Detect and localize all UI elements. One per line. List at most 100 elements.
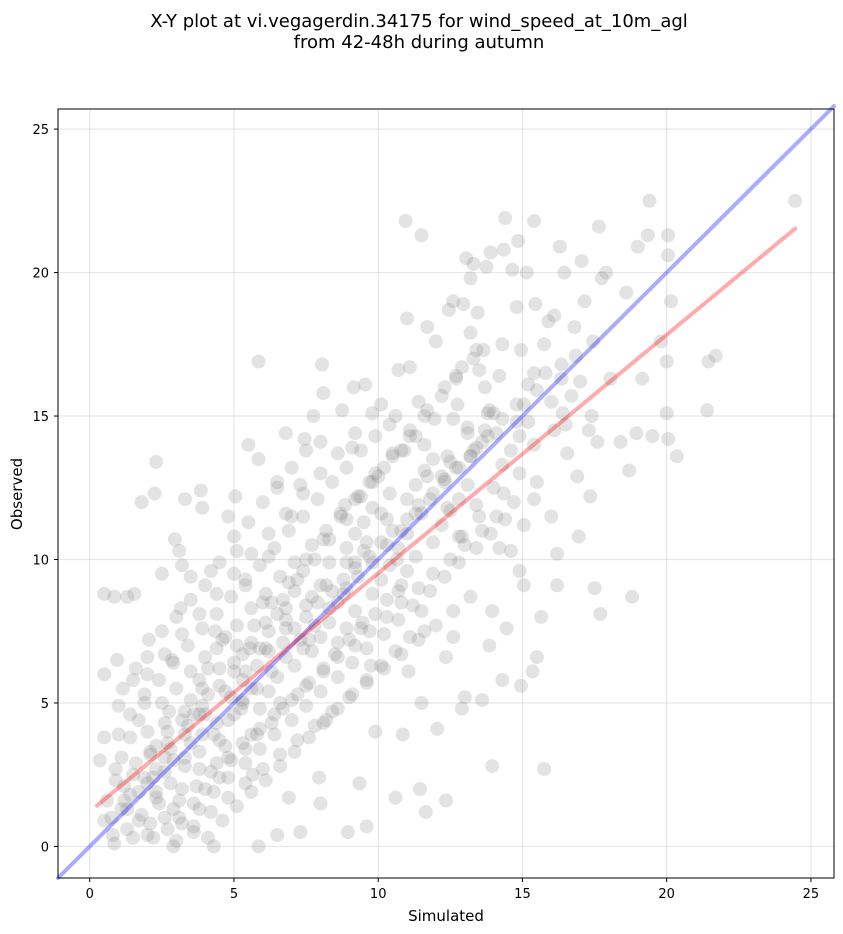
scatter-point (362, 549, 377, 564)
scatter-point (218, 684, 233, 699)
scatter-point (164, 652, 179, 667)
axis-ticks: 0 5 10 15 20 25 0 5 10 15 20 25 (32, 123, 819, 902)
scatter-point (126, 673, 140, 687)
scatter-point (401, 664, 416, 679)
scatter-point (512, 466, 527, 481)
scatter-point (377, 460, 391, 475)
scatter-point (278, 621, 293, 636)
scatter-point (356, 543, 371, 558)
scatter-point (466, 443, 481, 458)
scatter-point (183, 664, 198, 679)
scatter-point (245, 767, 260, 782)
scatter-point (659, 354, 674, 369)
scatter-point (364, 658, 378, 673)
scatter-point (394, 647, 409, 662)
x-tick-label: 0 (86, 887, 94, 902)
y-axis-label: Observed (8, 458, 26, 530)
scatter-point (276, 592, 290, 607)
scatter-point (486, 480, 501, 495)
scatter-point (115, 681, 130, 696)
scatter-point (287, 555, 302, 570)
scatter-point (131, 813, 146, 828)
scatter-point (475, 693, 490, 708)
scatter-point (342, 632, 357, 647)
scatter-point (172, 793, 187, 808)
scatter-point (218, 739, 233, 753)
scatter-point (209, 756, 224, 771)
scatter-point (374, 397, 389, 412)
scatter-point (512, 429, 527, 444)
scatter-point (365, 555, 380, 570)
scatter-point (400, 512, 415, 527)
scatter-point (192, 607, 207, 621)
scatter-point (251, 452, 266, 467)
scatter-point (312, 770, 327, 785)
scatter-point (123, 707, 138, 722)
scatter-point (516, 397, 531, 412)
scatter-point (368, 724, 383, 739)
scatter-point (394, 443, 409, 458)
scatter-point (120, 589, 135, 604)
scatter-point (198, 707, 213, 722)
scatter-point (391, 363, 406, 378)
scatter-point (192, 707, 207, 722)
scatter-point (509, 414, 524, 429)
scatter-point (359, 675, 374, 690)
scatter-point (333, 506, 348, 521)
scatter-point (175, 558, 189, 573)
scatter-point (131, 784, 146, 799)
scatter-point (252, 721, 267, 736)
scatter-point (450, 397, 465, 412)
scatter-point (511, 234, 526, 248)
scatter-point (400, 526, 415, 541)
scatter-point (227, 707, 241, 722)
scatter-point (661, 228, 676, 243)
scatter-point (495, 673, 510, 687)
scatter-point (554, 371, 569, 386)
scatter-point (92, 753, 107, 768)
scatter-point (374, 535, 389, 550)
y-tick-label: 10 (32, 553, 49, 568)
scatter-point (594, 271, 609, 286)
scatter-point (284, 509, 299, 524)
scatter-point (244, 635, 259, 650)
scatter-point (552, 239, 567, 254)
scatter-point (560, 446, 575, 461)
scatter-point (485, 604, 500, 619)
scatter-point (625, 589, 640, 604)
scatter-point (414, 604, 429, 619)
scatter-point (446, 294, 461, 309)
scatter-point (140, 776, 155, 791)
scatter-point (377, 661, 391, 676)
scatter-point (333, 509, 348, 524)
scatter-point (195, 727, 210, 742)
scatter-point (345, 655, 360, 670)
scatter-point (175, 627, 189, 642)
scatter-point (475, 523, 490, 538)
scatter-point (313, 796, 328, 811)
scatter-point (577, 294, 592, 309)
scatter-point (278, 601, 293, 616)
scatter-point (221, 770, 236, 785)
scatter-point (669, 449, 684, 464)
scatter-point (538, 366, 553, 380)
scatter-point (457, 538, 472, 553)
scatter-point (426, 486, 440, 501)
scatter-point (206, 839, 221, 854)
scatter-point (348, 561, 363, 576)
scatter-point (258, 641, 273, 656)
scatter-point (463, 589, 478, 604)
scatter-point (584, 409, 599, 423)
scatter-point (498, 211, 513, 225)
scatter-point (172, 810, 187, 825)
scatter-point (336, 572, 351, 587)
scatter-point (454, 701, 469, 716)
scatter-point (428, 334, 443, 349)
scatter-point (365, 406, 380, 421)
scatter-point (635, 371, 650, 386)
scatter-point (203, 764, 218, 779)
scatter-point (261, 684, 276, 699)
scatter-point (264, 595, 279, 610)
scatter-point (270, 475, 285, 489)
